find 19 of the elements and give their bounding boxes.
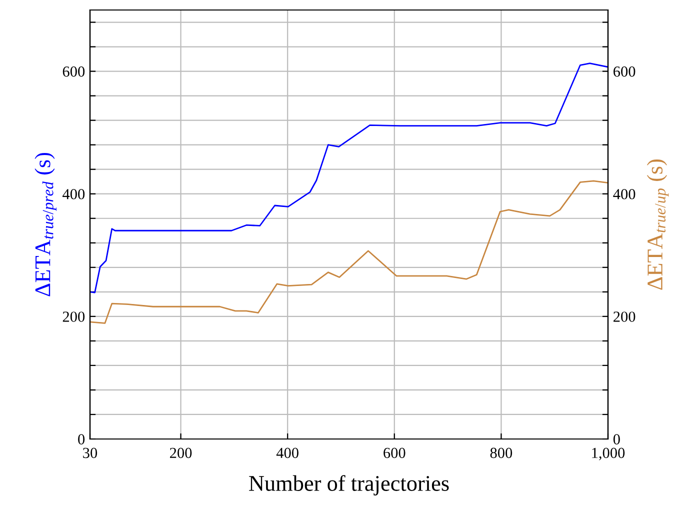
x-tick-label: 800 bbox=[490, 448, 512, 458]
y-axis-title: ΔETA$_{true/pred}$ (s) bbox=[34, 152, 56, 296]
x-tick-label: 200 bbox=[170, 448, 192, 458]
y-tick-label: 0 bbox=[78, 434, 85, 444]
y-tick-label: 600 bbox=[62, 66, 85, 77]
line-series bbox=[90, 62, 608, 294]
line-series bbox=[90, 180, 608, 324]
y2-axis-title: ΔETA$_{true/up}$ (s) bbox=[646, 159, 669, 290]
x-tick-label: 1,000 bbox=[592, 448, 625, 460]
x-tick-label: 400 bbox=[276, 448, 298, 458]
y2-tick-label: 0 bbox=[613, 434, 620, 444]
x-tick-label: 30 bbox=[83, 448, 98, 458]
x-axis-title: Number of trajectories bbox=[249, 475, 449, 496]
x-tick-label: 600 bbox=[384, 448, 406, 458]
y-tick-label: 400 bbox=[62, 189, 85, 200]
y2-tick-label: 600 bbox=[614, 66, 636, 77]
y2-tick-label: 400 bbox=[613, 189, 636, 200]
y2-tick-label: 200 bbox=[614, 312, 636, 322]
y-tick-label: 200 bbox=[62, 312, 85, 322]
